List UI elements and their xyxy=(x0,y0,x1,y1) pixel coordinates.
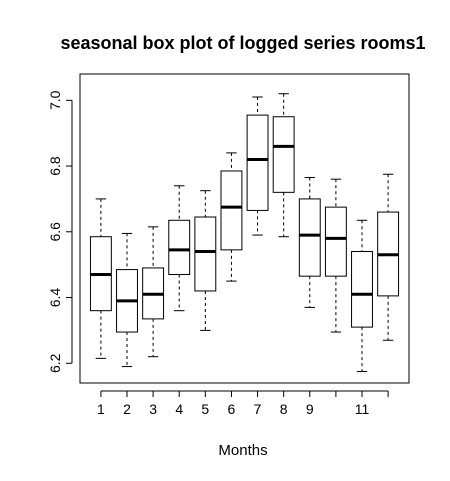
chart-title: seasonal box plot of logged series rooms… xyxy=(60,33,425,53)
x-tick-label: 4 xyxy=(175,401,183,417)
y-axis: 6.2 6.4 6.6 6.8 7.0 xyxy=(47,90,73,373)
x-axis: 1 2 3 4 5 6 7 8 9 11 xyxy=(97,390,389,417)
plot-frame xyxy=(79,73,410,384)
box-month-5 xyxy=(194,190,217,331)
box-iqr xyxy=(324,206,347,277)
x-axis-label: Months xyxy=(218,442,267,459)
y-tick-label: 6.8 xyxy=(47,156,63,176)
x-tick-label: 2 xyxy=(123,401,131,417)
y-tick-label: 7.0 xyxy=(47,90,63,110)
box-month-9 xyxy=(298,177,321,308)
x-tick-label: 8 xyxy=(280,401,288,417)
box-iqr xyxy=(351,251,373,328)
x-tick-label: 6 xyxy=(228,401,236,417)
box-month-7 xyxy=(246,96,269,236)
box-month-12 xyxy=(377,173,400,341)
box-month-11 xyxy=(351,219,373,372)
box-iqr xyxy=(194,216,217,292)
x-tick-label: 9 xyxy=(306,401,314,417)
box-iqr xyxy=(272,116,295,193)
box-month-6 xyxy=(220,152,243,282)
box-iqr xyxy=(220,170,243,251)
y-tick-label: 6.2 xyxy=(47,353,63,373)
box-month-1 xyxy=(89,198,112,359)
boxes xyxy=(89,93,400,372)
box-month-2 xyxy=(116,232,138,368)
box-iqr xyxy=(246,114,269,211)
box-month-10 xyxy=(324,178,347,333)
x-tick-label: 3 xyxy=(149,401,157,417)
box-month-8 xyxy=(272,93,295,238)
y-tick-label: 6.6 xyxy=(47,222,63,242)
x-tick-label: 11 xyxy=(355,401,370,417)
box-month-4 xyxy=(168,185,191,312)
box-iqr xyxy=(298,198,321,277)
y-tick-label: 6.4 xyxy=(47,288,63,308)
x-tick-label: 5 xyxy=(201,401,209,417)
x-tick-label: 7 xyxy=(254,401,262,417)
box-iqr xyxy=(168,219,191,276)
box-month-3 xyxy=(142,226,165,358)
x-tick-label: 1 xyxy=(97,401,105,417)
